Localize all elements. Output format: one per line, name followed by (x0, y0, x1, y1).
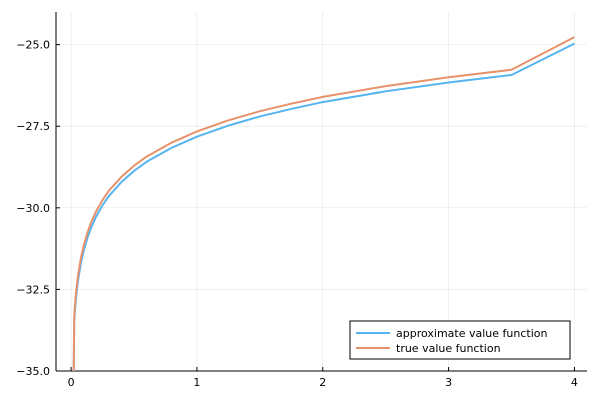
x-tick-label: 4 (571, 376, 578, 389)
x-tick-label: 1 (193, 376, 200, 389)
y-tick-label: −32.5 (16, 283, 50, 296)
legend-label: true value function (396, 342, 501, 355)
series-lines (72, 36, 575, 371)
y-tick-label: −27.5 (16, 120, 50, 133)
x-tick-label: 3 (445, 376, 452, 389)
legend-box (349, 320, 571, 360)
y-tick-label: −30.0 (16, 202, 50, 215)
tick-labels: 0 1 2 3 4 −35.0 −32.5 −30.0 −27.5 −25.0 (16, 39, 578, 389)
grid-lines (56, 12, 587, 372)
y-tick-label: −25.0 (16, 39, 50, 52)
y-tick-label: −35.0 (16, 365, 50, 378)
legend-label: approximate value function (396, 327, 547, 340)
legend: approximate value function true value fun… (349, 320, 571, 360)
x-tick-label: 2 (319, 376, 326, 389)
x-tick-label: 0 (68, 376, 75, 389)
axes (55, 12, 587, 372)
series-line-2 (72, 36, 575, 371)
